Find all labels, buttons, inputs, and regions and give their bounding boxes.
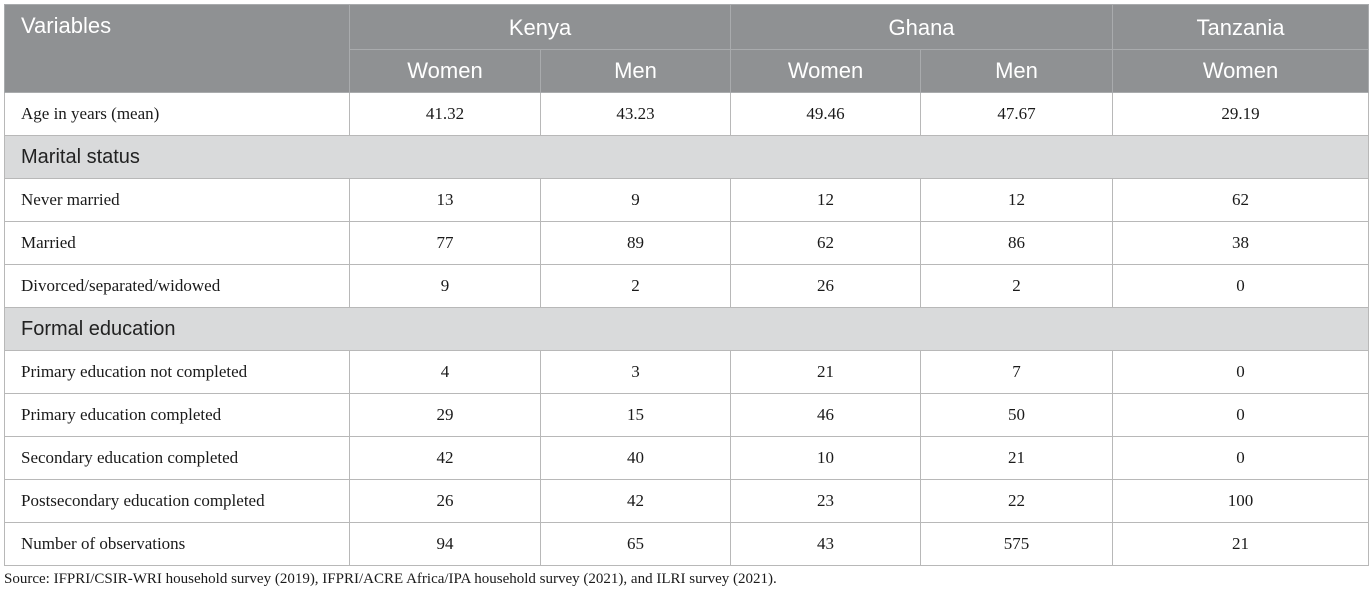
table-row: Secondary education completed 42 40 10 2… — [4, 436, 1370, 480]
cell-value: 10 — [730, 436, 922, 480]
row-label: Number of observations — [4, 522, 350, 566]
cell-value: 62 — [1112, 178, 1370, 222]
cell-value: 41.32 — [349, 92, 541, 136]
cell-value: 7 — [920, 350, 1114, 394]
cell-value: 22 — [920, 479, 1114, 523]
cell-value: 21 — [1112, 522, 1370, 566]
cell-value: 0 — [1112, 264, 1370, 308]
cell-value: 26 — [349, 479, 541, 523]
table-row: Number of observations 94 65 43 575 21 — [4, 522, 1370, 566]
cell-value: 62 — [730, 221, 922, 265]
subheader-ghana-women: Women — [730, 49, 922, 93]
cell-value: 89 — [539, 221, 732, 265]
cell-value: 21 — [920, 436, 1114, 480]
table-row: Primary education not completed 4 3 21 7… — [4, 350, 1370, 394]
cell-value: 100 — [1112, 479, 1370, 523]
table-row: Age in years (mean) 41.32 43.23 49.46 47… — [4, 92, 1370, 136]
cell-value: 23 — [730, 479, 922, 523]
cell-value: 50 — [920, 393, 1114, 437]
row-label: Secondary education completed — [4, 436, 350, 480]
cell-value: 9 — [539, 178, 732, 222]
subheader-kenya-women: Women — [349, 49, 541, 93]
cell-value: 575 — [920, 522, 1114, 566]
table-row: Married 77 89 62 86 38 — [4, 221, 1370, 265]
country-header-ghana: Ghana — [730, 4, 1114, 50]
cell-value: 42 — [349, 436, 541, 480]
row-label: Age in years (mean) — [4, 92, 350, 136]
table-row: Never married 13 9 12 12 62 — [4, 178, 1370, 222]
cell-value: 42 — [539, 479, 732, 523]
cell-value: 77 — [349, 221, 541, 265]
table-header: Variables Kenya Ghana Tanzania Women Men… — [4, 4, 1370, 93]
subheader-ghana-men: Men — [920, 49, 1114, 93]
cell-value: 12 — [920, 178, 1114, 222]
cell-value: 65 — [539, 522, 732, 566]
country-header-kenya: Kenya — [348, 4, 732, 50]
cell-value: 12 — [730, 178, 922, 222]
table-row: Primary education completed 29 15 46 50 … — [4, 393, 1370, 437]
table-row: Divorced/separated/widowed 9 2 26 2 0 — [4, 264, 1370, 308]
cell-value: 0 — [1112, 350, 1370, 394]
section-label: Formal education — [3, 307, 1370, 351]
cell-value: 0 — [1112, 393, 1370, 437]
cell-value: 29 — [349, 393, 541, 437]
cell-value: 0 — [1112, 436, 1370, 480]
section-row-marital-status: Marital status — [3, 135, 1370, 179]
demographics-table: Variables Kenya Ghana Tanzania Women Men… — [3, 4, 1370, 566]
cell-value: 2 — [920, 264, 1114, 308]
row-label: Primary education not completed — [4, 350, 350, 394]
cell-value: 9 — [349, 264, 541, 308]
cell-value: 47.67 — [920, 92, 1114, 136]
cell-value: 49.46 — [730, 92, 922, 136]
row-label: Never married — [4, 178, 350, 222]
cell-value: 4 — [349, 350, 541, 394]
row-label: Married — [4, 221, 350, 265]
cell-value: 38 — [1112, 221, 1370, 265]
table-body: Age in years (mean) 41.32 43.23 49.46 47… — [3, 92, 1370, 566]
cell-value: 94 — [349, 522, 541, 566]
variables-header: Variables — [4, 4, 350, 93]
subheader-kenya-men: Men — [539, 49, 732, 93]
cell-value: 43.23 — [539, 92, 732, 136]
cell-value: 2 — [539, 264, 732, 308]
cell-value: 26 — [730, 264, 922, 308]
table-row: Postsecondary education completed 26 42 … — [4, 479, 1370, 523]
country-header-tanzania: Tanzania — [1112, 4, 1370, 50]
source-note: Source: IFPRI/CSIR-WRI household survey … — [4, 571, 777, 587]
cell-value: 13 — [349, 178, 541, 222]
row-label: Primary education completed — [4, 393, 350, 437]
subheader-tanzania-women: Women — [1112, 49, 1370, 93]
section-row-formal-education: Formal education — [3, 307, 1370, 351]
section-label: Marital status — [3, 135, 1370, 179]
row-label: Divorced/separated/widowed — [4, 264, 350, 308]
cell-value: 3 — [539, 350, 732, 394]
cell-value: 40 — [539, 436, 732, 480]
cell-value: 21 — [730, 350, 922, 394]
cell-value: 43 — [730, 522, 922, 566]
cell-value: 46 — [730, 393, 922, 437]
cell-value: 15 — [539, 393, 732, 437]
cell-value: 29.19 — [1112, 92, 1370, 136]
row-label: Postsecondary education completed — [4, 479, 350, 523]
cell-value: 86 — [920, 221, 1114, 265]
